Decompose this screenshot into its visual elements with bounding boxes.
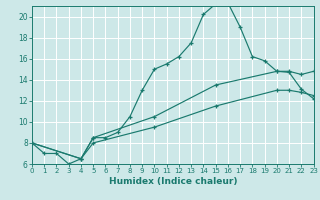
X-axis label: Humidex (Indice chaleur): Humidex (Indice chaleur) <box>108 177 237 186</box>
